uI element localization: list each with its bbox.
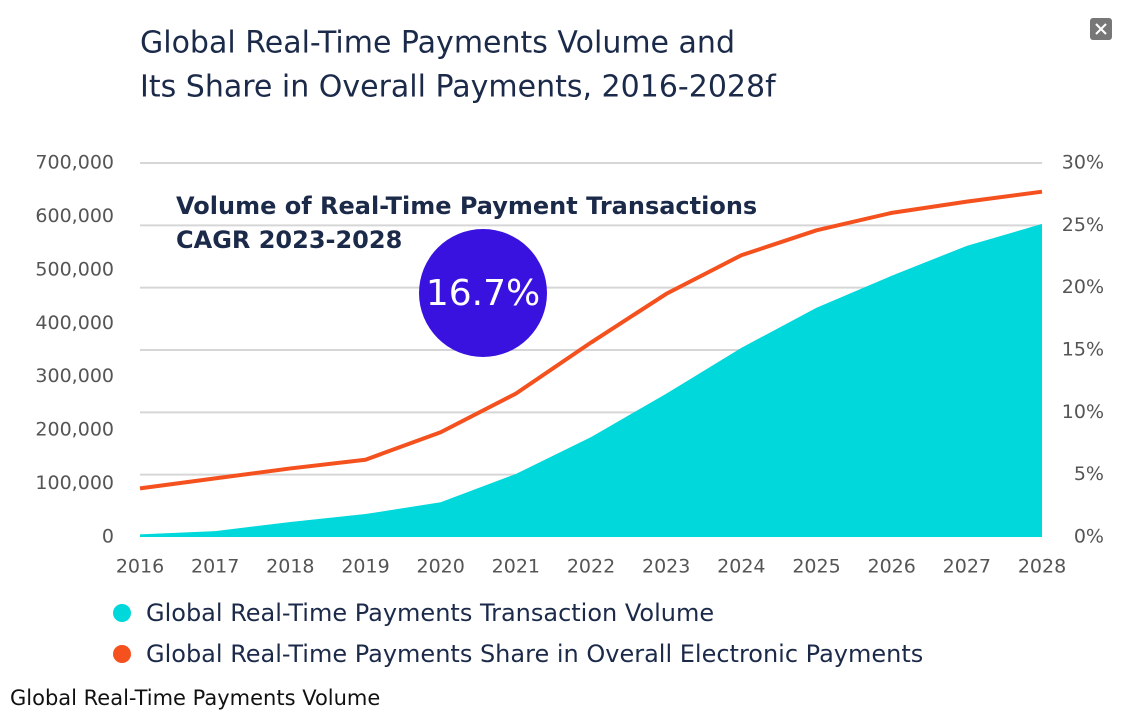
legend-label: Global Real-Time Payments Share in Overa… <box>146 640 923 668</box>
close-icon[interactable] <box>1095 23 1107 35</box>
highlight-value: 16.7% <box>426 273 540 314</box>
y-tick-label: 100,000 <box>35 472 114 494</box>
y-tick-label: 700,000 <box>35 152 114 174</box>
y-tick-label: 400,000 <box>35 312 114 334</box>
y-tick-label: 0 <box>102 526 114 548</box>
x-tick-label: 2022 <box>567 556 615 578</box>
legend-label: Global Real-Time Payments Transaction Vo… <box>146 599 714 627</box>
y2-tick-label: 20% <box>1062 276 1104 298</box>
x-tick-label: 2020 <box>416 556 464 578</box>
y2-tick-label: 0% <box>1074 526 1104 548</box>
y-tick-label: 500,000 <box>35 258 114 280</box>
x-tick-label: 2018 <box>266 556 314 578</box>
y2-tick-label: 15% <box>1062 339 1104 361</box>
legend-marker <box>113 604 131 622</box>
x-tick-label: 2026 <box>867 556 915 578</box>
chart-title: Global Real-Time Payments Volume and <box>140 26 735 61</box>
x-tick-label: 2023 <box>642 556 690 578</box>
y-tick-label: 600,000 <box>35 205 114 227</box>
highlight-circle <box>419 229 547 357</box>
y2-tick-label: 5% <box>1074 463 1104 485</box>
plot: 0% 5% 10% 15% 20% 25% 30% 0 100,000 200,000 300,00… <box>35 152 1104 669</box>
x-tick-label: 2025 <box>792 556 840 578</box>
legend-marker <box>113 645 131 663</box>
x-tick-label: 2024 <box>717 556 765 578</box>
y2-tick-label: 25% <box>1062 214 1104 236</box>
y-tick-label: 300,000 <box>35 365 114 387</box>
y-tick-label: 200,000 <box>35 419 114 441</box>
annotation: Volume of Real-Time Payment Transactions <box>176 192 757 220</box>
x-tick-label: 2021 <box>492 556 540 578</box>
x-tick-label: 2017 <box>191 556 239 578</box>
x-tick-label: 2028 <box>1018 556 1066 578</box>
line <box>139 189 1043 491</box>
annotation: CAGR 2023-2028 <box>176 226 402 254</box>
caption: Global Real-Time Payments Volume <box>10 686 380 710</box>
x-tick-label: 2019 <box>341 556 389 578</box>
y2-tick-label: 10% <box>1062 401 1104 423</box>
x-tick-label: 2016 <box>116 556 164 578</box>
area <box>140 223 1042 537</box>
close-button[interactable] <box>1090 18 1112 40</box>
y2-tick-label: 30% <box>1062 152 1104 174</box>
x-tick-label: 2027 <box>943 556 991 578</box>
chart-title: Its Share in Overall Payments, 2016-2028… <box>140 70 777 105</box>
